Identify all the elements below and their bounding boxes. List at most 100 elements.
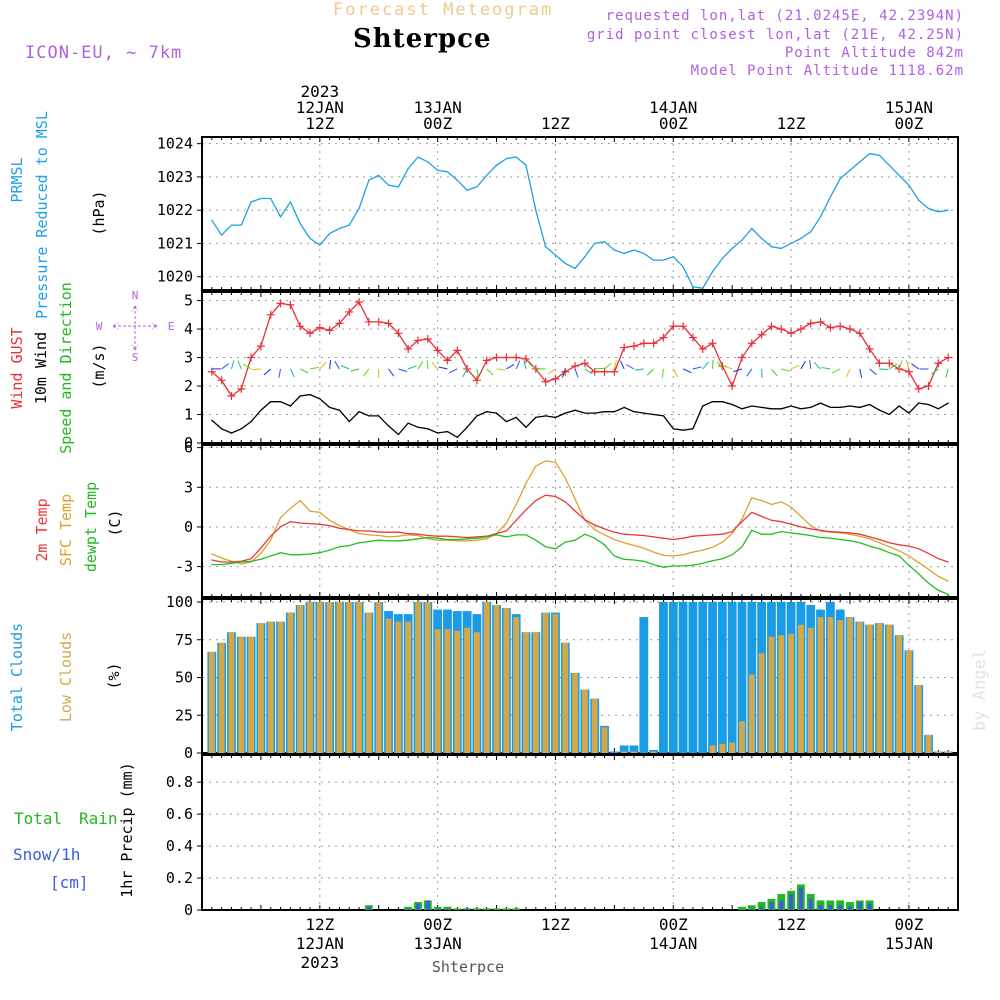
pressure-line-point (721, 257, 723, 260)
gust-marker (659, 333, 668, 342)
snow-bar (848, 906, 852, 910)
low-cloud-bar (483, 602, 490, 753)
dewpt-line-point (702, 562, 704, 564)
gust-marker (306, 329, 314, 338)
t2m-line-point (810, 528, 812, 530)
wind-line-point (584, 412, 586, 414)
t2m-line-point (230, 561, 233, 563)
pressure-line-point (378, 174, 380, 176)
low-cloud-bar (807, 627, 814, 753)
pressure-line-point (564, 262, 566, 264)
sfc-temp-line-point (279, 517, 282, 519)
pressure-line-point (839, 177, 841, 180)
wind-direction-arrow (845, 368, 851, 378)
wind-line-point (260, 409, 262, 411)
top-time-label: 2023 (301, 82, 340, 101)
precip-snow-label: Snow/1h (13, 845, 80, 864)
wind-line-point (633, 411, 635, 413)
wind-direction-arrow (672, 368, 679, 378)
dewpt-line-point (407, 539, 409, 541)
wind-direction-arrow (263, 368, 272, 376)
sfc-temp-line-point (260, 552, 262, 554)
sfc-temp-line-point (535, 465, 537, 467)
low-cloud-bar (758, 653, 765, 753)
rain-bar (453, 908, 462, 910)
wind-line-point (643, 412, 645, 414)
dewpt-line-point (417, 538, 419, 540)
precip-ytick-label: 0.8 (166, 773, 193, 791)
wind-line-point (780, 408, 782, 410)
sfc-temp-line-point (888, 546, 890, 548)
precip-total-label: Total (14, 809, 62, 828)
t2m-line-point (535, 499, 537, 502)
t2m-line-point (633, 534, 635, 536)
dewpt-line-point (309, 553, 311, 555)
dewpt-line-point (456, 538, 458, 541)
gust-marker (266, 310, 275, 319)
precip-ytick-label: 0.6 (166, 805, 193, 823)
dewpt-line-point (427, 536, 429, 539)
gust-marker (934, 359, 943, 368)
wind-direction-arrow (237, 360, 242, 370)
sfc-temp-line-point (672, 555, 674, 557)
pressure-line-point (594, 242, 596, 245)
gust-marker (944, 353, 953, 362)
pressure-line-point (829, 196, 831, 198)
gust-marker (364, 317, 373, 326)
precip-unit-label: 1hr Precip (mm) (118, 762, 136, 897)
temp-dewpt-label: dewpt Temp (82, 482, 100, 572)
pressure-line-point (633, 249, 635, 251)
wind-direction-arrow (813, 362, 821, 370)
low-cloud-bar (523, 632, 529, 753)
dewpt-line-point (927, 582, 930, 584)
sfc-temp-line-point (427, 538, 429, 540)
total-cloud-bar (688, 602, 698, 753)
gust-marker (512, 353, 521, 362)
gust-marker (335, 319, 344, 328)
dewpt-line-point (790, 532, 792, 534)
sfc-temp-line-point (525, 482, 527, 484)
sfc-temp-line-point (594, 528, 596, 531)
dewpt-line-point (466, 538, 468, 540)
wind-line-point (810, 406, 812, 408)
sfc-temp-line-point (711, 546, 714, 549)
low-cloud-bar (424, 602, 431, 753)
low-cloud-bar (837, 620, 844, 753)
sfc-temp-line-point (898, 550, 900, 552)
wind-frame (201, 291, 959, 444)
pressure-line-point (662, 259, 665, 261)
pressure-ytick-label: 1024 (157, 135, 193, 153)
pressure-line-point (574, 267, 576, 269)
snow-bar (367, 906, 371, 910)
t2m-line-point (751, 511, 753, 514)
top-time-label: 12Z (305, 114, 334, 133)
sfc-temp-line-point (790, 506, 792, 508)
gust-marker (571, 362, 580, 371)
pressure-ytick-label: 1022 (157, 201, 193, 219)
t2m-line-point (329, 525, 331, 527)
dewpt-line-point (476, 537, 478, 539)
gust-marker (404, 344, 413, 353)
dewpt-line-point (918, 573, 920, 575)
gust-marker (551, 374, 560, 383)
wind-line-point (476, 415, 478, 417)
pressure-line-point (456, 179, 458, 181)
gust-marker (522, 354, 530, 363)
total-cloud-bar (708, 602, 717, 753)
sfc-temp-line-point (741, 518, 743, 520)
wind-line-point (721, 401, 723, 403)
t2m-line-point (819, 529, 822, 531)
wind-direction-arrow (661, 368, 664, 378)
temp-unit-label: (C) (106, 509, 124, 536)
gust-marker (355, 297, 364, 306)
sfc-temp-line-point (682, 554, 684, 556)
gust-marker (738, 353, 746, 362)
wind-direction-arrow (496, 368, 506, 371)
gust-marker (875, 359, 884, 368)
pressure-line-point (653, 259, 655, 261)
dewpt-line-point (221, 564, 223, 566)
dewpt-line-point (869, 545, 871, 547)
t2m-line-point (211, 559, 213, 561)
pressure-line-point (535, 209, 537, 211)
gust-marker (296, 322, 305, 331)
